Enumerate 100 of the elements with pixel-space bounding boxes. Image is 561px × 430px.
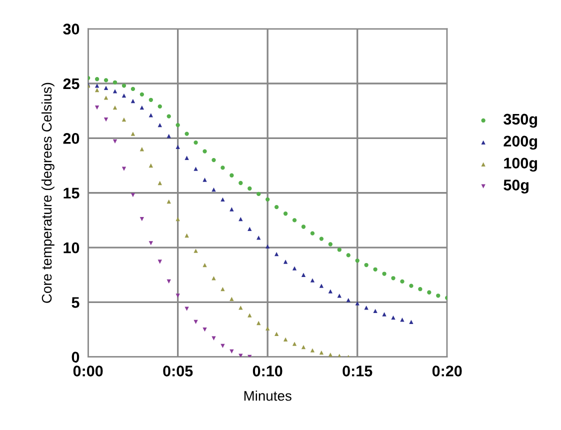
point — [140, 92, 144, 97]
point — [94, 77, 100, 82]
point — [328, 289, 333, 294]
point — [238, 217, 243, 222]
point — [158, 180, 162, 186]
point — [391, 315, 396, 320]
y-tick-label: 5 — [72, 297, 80, 308]
point — [373, 267, 378, 272]
point — [202, 149, 207, 154]
point — [436, 294, 440, 298]
y-tick-label: 25 — [63, 78, 80, 90]
point — [274, 204, 279, 210]
point — [94, 105, 100, 110]
point — [292, 342, 297, 346]
point — [355, 258, 360, 263]
point — [166, 200, 171, 204]
y-tick-label: 10 — [64, 242, 80, 254]
point — [248, 186, 252, 191]
point — [212, 187, 216, 192]
point — [382, 312, 386, 316]
point — [292, 266, 297, 270]
point — [158, 104, 162, 109]
point — [301, 272, 306, 277]
point — [266, 326, 270, 331]
point — [148, 98, 153, 102]
point — [112, 89, 118, 94]
point — [266, 244, 270, 249]
point — [148, 163, 153, 168]
point — [148, 113, 153, 118]
x-tick-label: 0:15 — [342, 366, 372, 376]
point — [220, 287, 225, 292]
point — [104, 86, 108, 90]
point — [184, 306, 189, 311]
point — [274, 332, 279, 336]
point — [409, 320, 414, 324]
point — [166, 134, 171, 138]
point — [202, 327, 207, 332]
point — [292, 218, 297, 222]
point — [319, 236, 324, 241]
point — [140, 147, 144, 152]
point — [337, 248, 342, 252]
point — [176, 217, 180, 222]
point — [328, 242, 333, 246]
point — [248, 226, 252, 232]
legend-label: 100g — [504, 158, 537, 172]
point — [112, 139, 118, 144]
point — [238, 180, 243, 186]
point — [176, 294, 180, 298]
point — [112, 80, 118, 84]
point — [256, 236, 261, 240]
x-axis-title: Minutes — [244, 390, 292, 401]
point — [184, 132, 189, 136]
point — [130, 132, 136, 136]
point — [248, 313, 252, 318]
point — [166, 279, 171, 284]
point — [94, 84, 100, 88]
point — [194, 140, 198, 145]
point — [373, 308, 378, 314]
point — [194, 248, 198, 253]
point — [122, 84, 126, 88]
point — [364, 262, 368, 268]
point — [256, 192, 261, 196]
point — [310, 278, 315, 282]
point — [122, 166, 126, 171]
x-tick-label: 0:20 — [432, 366, 462, 376]
point — [220, 166, 225, 170]
point — [202, 178, 207, 182]
point — [427, 290, 432, 294]
point — [194, 166, 198, 171]
point — [400, 318, 404, 322]
point — [212, 336, 216, 340]
legend-label: 200g — [504, 136, 537, 150]
point — [400, 279, 404, 284]
point — [238, 306, 243, 310]
point — [274, 252, 279, 256]
x-tick-label: 0:05 — [163, 366, 193, 376]
point — [112, 105, 118, 110]
point — [346, 253, 350, 258]
point — [230, 173, 234, 178]
point — [166, 114, 171, 118]
point — [230, 349, 234, 354]
point — [140, 105, 144, 110]
point — [391, 276, 396, 280]
point — [184, 233, 189, 238]
point — [184, 156, 189, 160]
point — [94, 88, 100, 92]
point — [104, 96, 108, 100]
point — [130, 86, 136, 92]
point — [266, 197, 270, 202]
point — [212, 158, 216, 162]
legend-label: 350g — [504, 114, 537, 128]
point — [176, 122, 180, 128]
point — [283, 337, 288, 342]
y-tick-label: 20 — [63, 133, 80, 144]
point — [202, 262, 207, 268]
y-tick-label: 0 — [72, 352, 80, 363]
point — [212, 276, 216, 280]
point — [301, 344, 306, 350]
point — [355, 301, 360, 306]
point — [130, 192, 136, 198]
